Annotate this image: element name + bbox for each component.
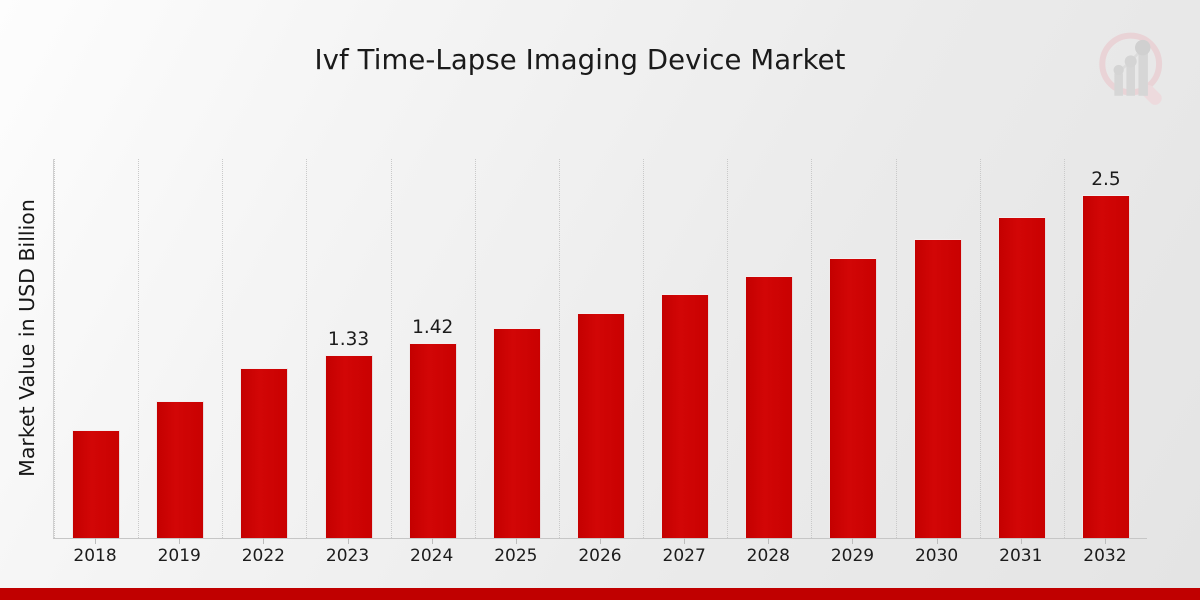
x-tick-2019 — [179, 538, 181, 544]
x-tick-2025 — [515, 538, 517, 544]
bar-2029[interactable] — [829, 257, 878, 538]
gridline — [979, 159, 981, 538]
gridline — [390, 159, 392, 538]
gridline — [727, 159, 729, 538]
x-tick-2023 — [347, 538, 349, 544]
bar-2032[interactable] — [1081, 194, 1130, 538]
plot-area: 1.33 1.42 2.5 — [53, 159, 1147, 538]
x-tick-2028 — [768, 538, 770, 544]
x-tick-2032 — [1104, 538, 1106, 544]
bar-2024[interactable] — [408, 343, 457, 538]
gridline — [558, 159, 560, 538]
magnifier-bar-chart-logo — [1099, 32, 1163, 105]
bar-value-label-2023: 1.33 — [327, 329, 370, 351]
y-axis-title: Market Value in USD Billion — [15, 199, 39, 477]
chart-header: Ivf Time-Lapse Imaging Device Market — [0, 0, 1200, 130]
x-tick-2030 — [936, 538, 938, 544]
gridline — [138, 159, 140, 538]
x-tick-label-2022: 2022 — [241, 546, 285, 566]
page-title: Ivf Time-Lapse Imaging Device Market — [314, 44, 846, 76]
bar-value-label-2024: 1.42 — [412, 317, 454, 338]
bar-2031[interactable] — [997, 216, 1046, 538]
x-tick-2031 — [1020, 538, 1022, 544]
x-tick-2027 — [684, 538, 686, 544]
x-tick-label-2024: 2024 — [410, 546, 454, 566]
bar-value-label-2032: 2.5 — [1091, 168, 1121, 190]
bar-2025[interactable] — [492, 327, 541, 538]
x-tick-2024 — [431, 538, 433, 544]
x-tick-2022 — [263, 538, 265, 544]
gridline — [474, 159, 476, 538]
bar-2022[interactable] — [240, 367, 289, 538]
x-tick-label-2028: 2028 — [746, 546, 790, 566]
x-tick-label-2030: 2030 — [914, 546, 959, 566]
gridline — [643, 159, 645, 538]
gridline — [54, 159, 55, 538]
footer-accent-bar — [0, 588, 1200, 600]
x-tick-label-2029: 2029 — [830, 546, 875, 566]
bar-2019[interactable] — [156, 400, 205, 538]
x-tick-label-2026: 2026 — [578, 546, 622, 566]
x-tick-label-2019: 2019 — [157, 546, 201, 566]
bar-2030[interactable] — [913, 238, 962, 538]
x-tick-label-2018: 2018 — [73, 546, 117, 566]
bar-2027[interactable] — [661, 293, 710, 538]
bar-2028[interactable] — [745, 275, 794, 538]
x-tick-label-2025: 2025 — [494, 546, 538, 566]
gridline — [811, 159, 813, 538]
x-tick-label-2027: 2027 — [662, 546, 706, 566]
gridline — [306, 159, 308, 538]
x-tick-label-2032: 2032 — [1083, 546, 1127, 566]
x-tick-2029 — [852, 538, 854, 544]
gridline — [222, 159, 224, 538]
plot-wrapper: Market Value in USD Billion 1.33 1.42 2.5 … — [0, 140, 1200, 570]
x-tick-label-2031: 2031 — [999, 546, 1043, 566]
gridline — [1063, 159, 1065, 538]
x-tick-label-2023: 2023 — [325, 546, 370, 566]
bar-2026[interactable] — [577, 312, 625, 538]
bar-2018[interactable] — [72, 429, 121, 538]
x-tick-2018 — [95, 538, 97, 544]
bar-2023[interactable] — [324, 355, 373, 538]
gridline — [895, 159, 897, 538]
x-tick-2026 — [600, 538, 601, 544]
